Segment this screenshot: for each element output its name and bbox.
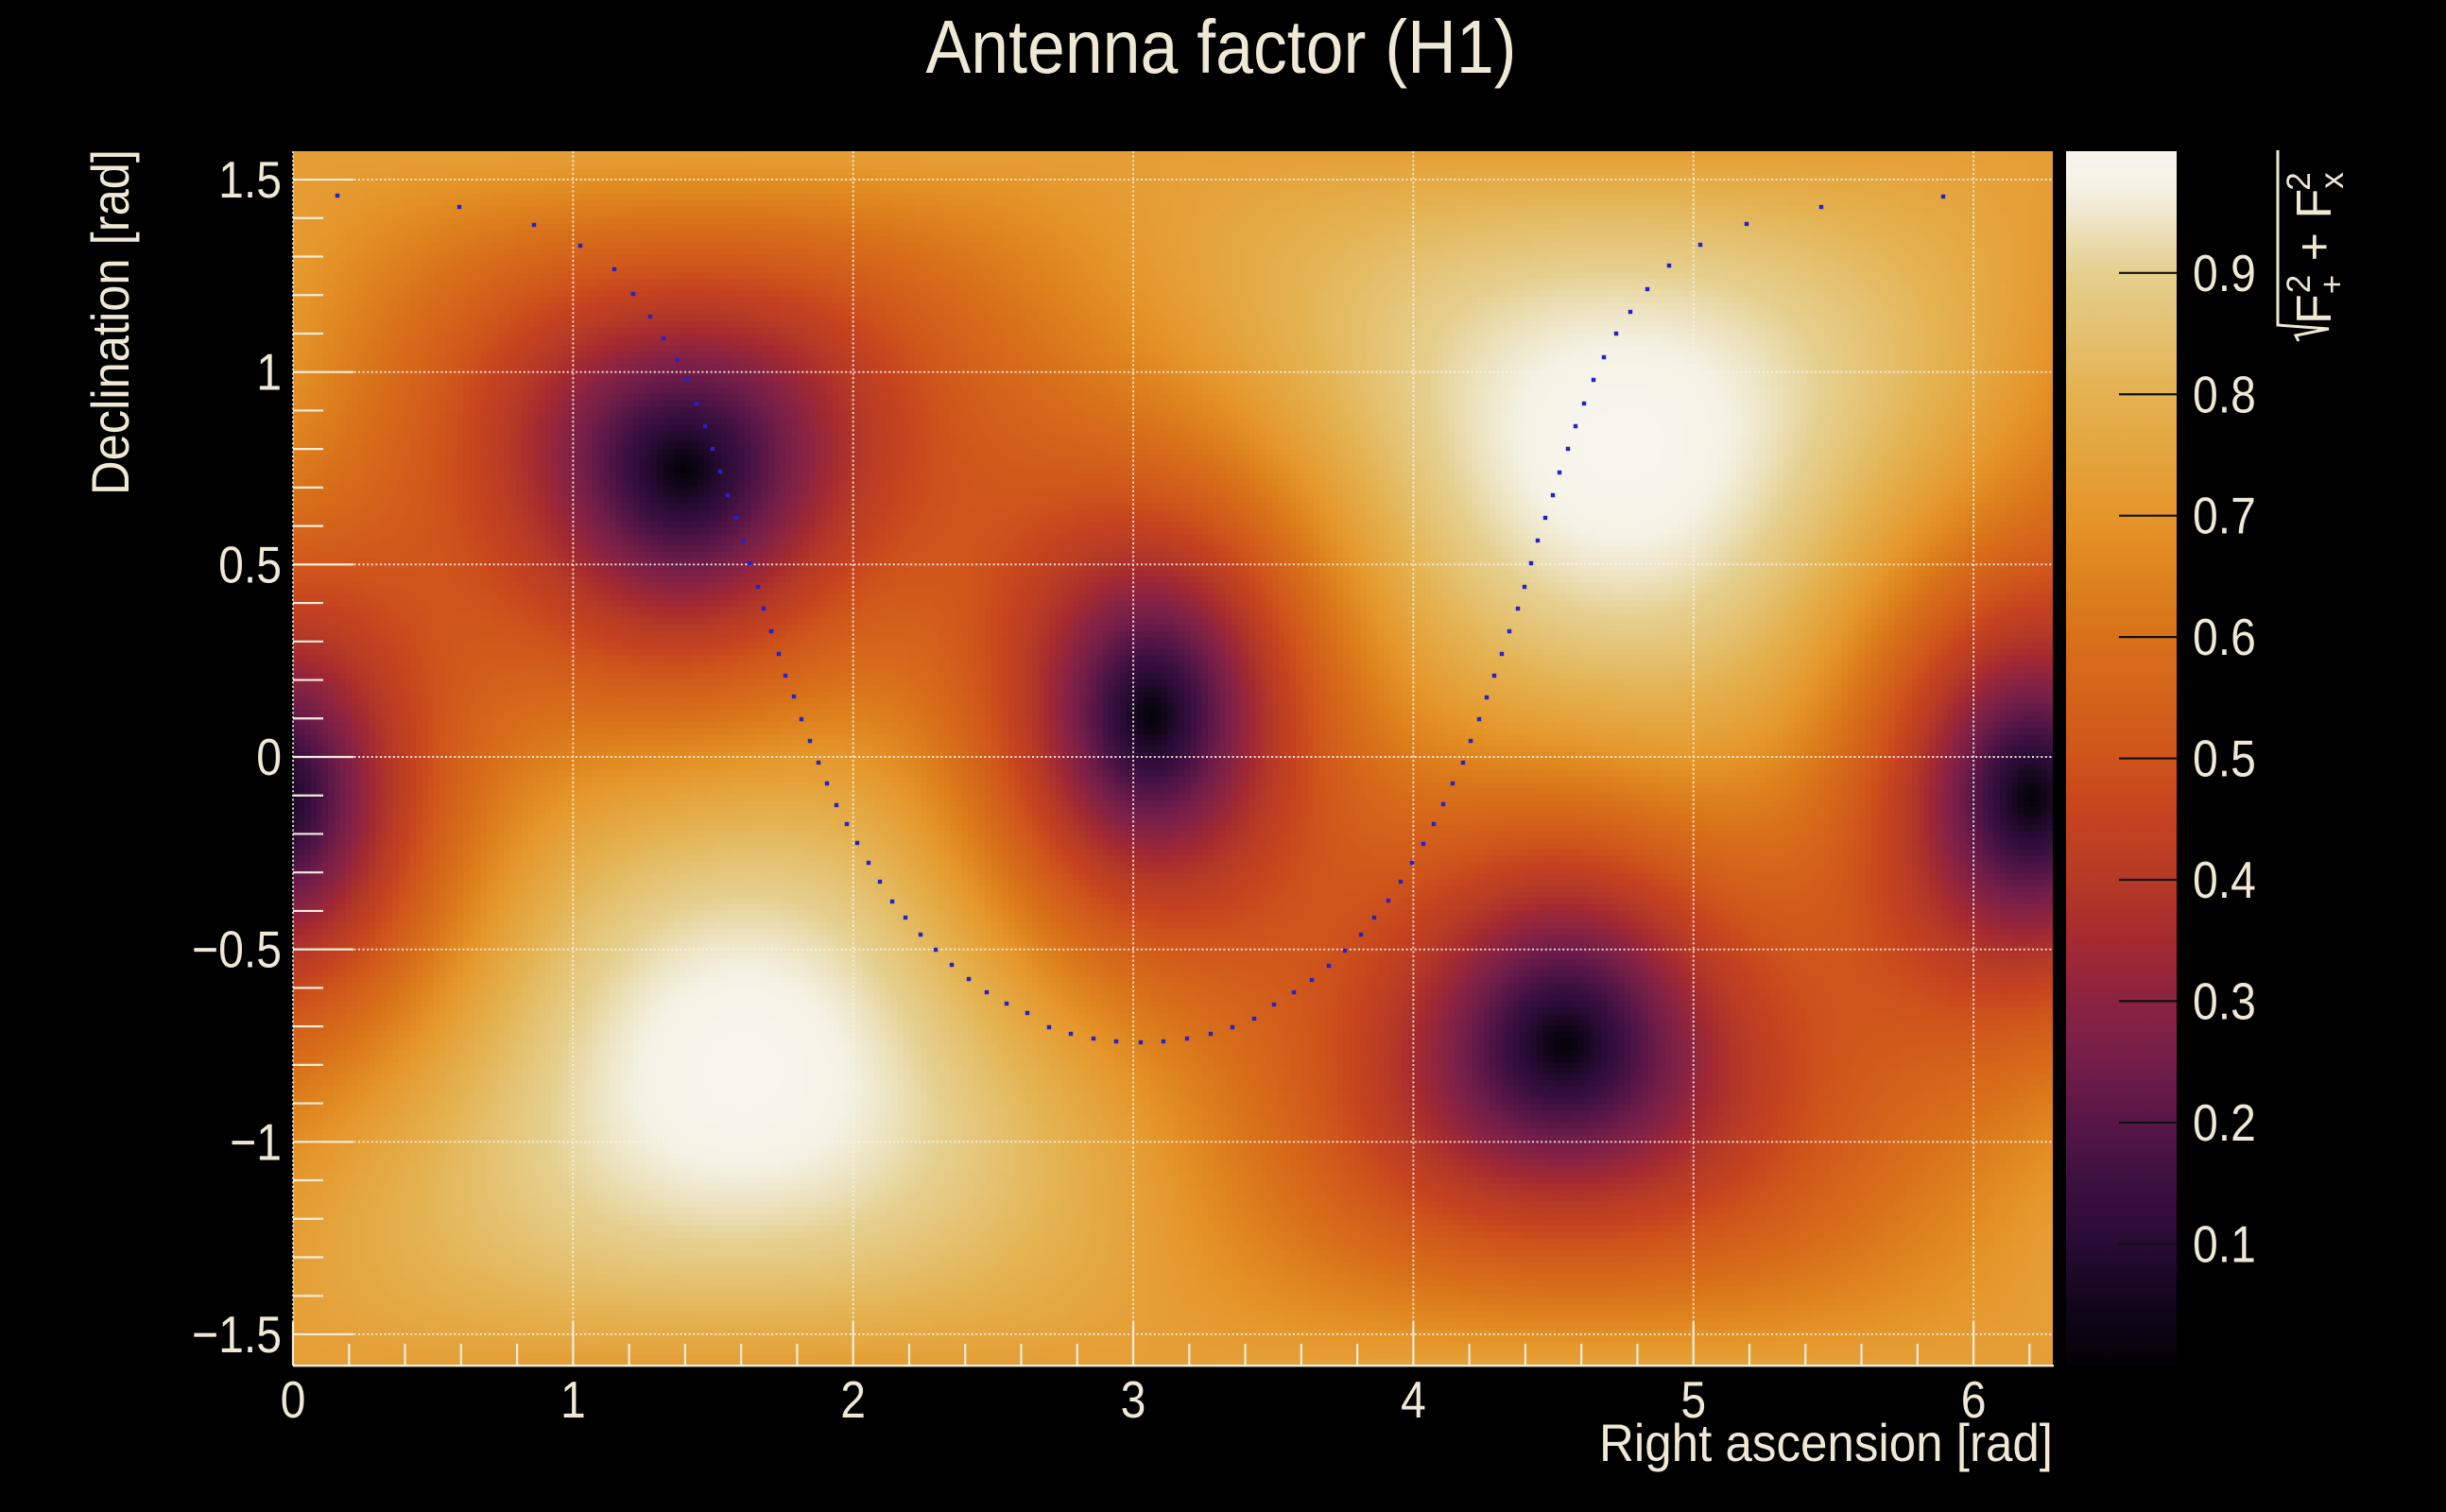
- svg-text:0.5: 0.5: [218, 535, 282, 593]
- svg-text:6: 6: [1961, 1370, 1987, 1429]
- svg-text:0.4: 0.4: [2193, 850, 2256, 909]
- svg-text:0.7: 0.7: [2193, 487, 2256, 545]
- svg-text:Right ascension [rad]: Right ascension [rad]: [1599, 1413, 2053, 1472]
- svg-text:−0.5: −0.5: [192, 920, 282, 979]
- svg-text:1: 1: [560, 1370, 586, 1429]
- svg-text:0: 0: [281, 1370, 306, 1429]
- svg-text:0.3: 0.3: [2193, 971, 2256, 1030]
- svg-text:4: 4: [1401, 1370, 1426, 1429]
- svg-text:0.9: 0.9: [2193, 244, 2256, 302]
- svg-text:0: 0: [256, 728, 282, 786]
- svg-text:0.2: 0.2: [2193, 1093, 2256, 1152]
- svg-text:F+2 + Fx2: F+2 + Fx2: [2281, 172, 2351, 324]
- svg-text:Declination [rad]: Declination [rad]: [80, 149, 140, 495]
- svg-text:2: 2: [840, 1370, 866, 1429]
- svg-text:−1.5: −1.5: [192, 1305, 282, 1364]
- svg-text:5: 5: [1680, 1370, 1706, 1429]
- svg-text:Antenna factor (H1): Antenna factor (H1): [926, 5, 1517, 89]
- svg-text:0.8: 0.8: [2193, 365, 2256, 423]
- svg-text:0.1: 0.1: [2193, 1214, 2256, 1273]
- svg-text:−1: −1: [230, 1112, 282, 1171]
- svg-text:0.6: 0.6: [2193, 608, 2256, 666]
- svg-text:1.5: 1.5: [218, 150, 282, 209]
- svg-text:0.5: 0.5: [2193, 730, 2256, 788]
- svg-text:3: 3: [1121, 1370, 1146, 1429]
- svg-text:1: 1: [256, 343, 282, 402]
